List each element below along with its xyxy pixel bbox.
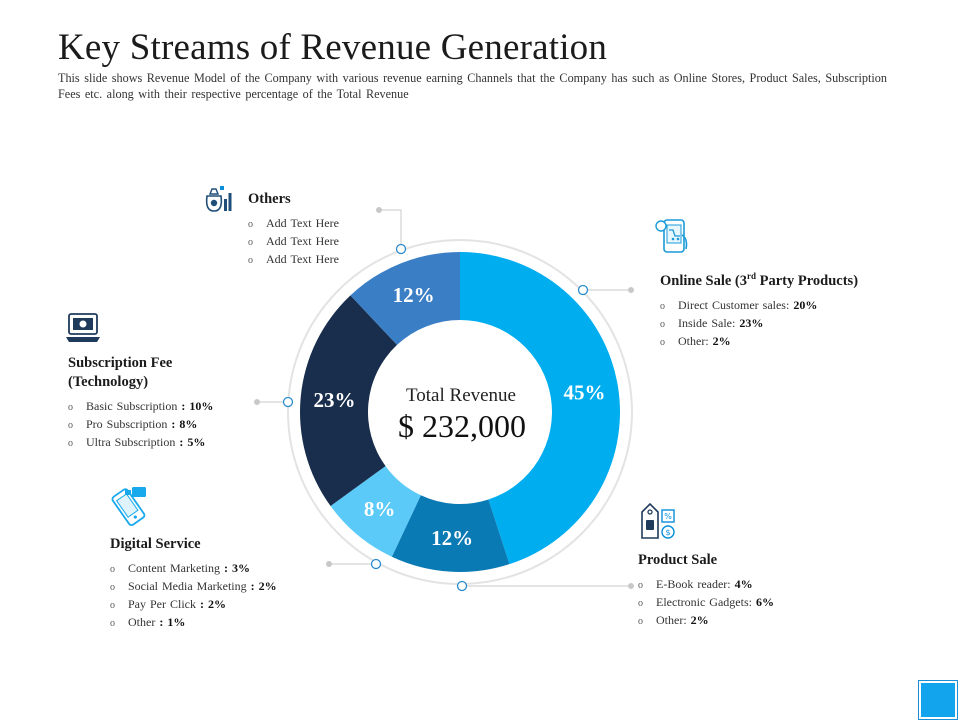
ring-marker-digital [370,558,382,570]
product-sale-list: o E-Book reader: 4% o Electronic Gadgets: … [638,576,774,630]
price-tag-icon: % $ [641,502,675,539]
product-sale-block: Product Sale o E-Book reader: 4% o Electro… [638,551,774,630]
online-sale-heading: Online Sale (3rd Party Products) [660,271,859,289]
digital-device-icon [111,487,146,526]
digital-service-list: o Content Marketing : 3% o Social Media Ma… [110,560,277,632]
list-item: o Other : 1% [110,615,186,629]
list-item: o Basic Subscription : 10% [68,399,214,413]
online-sale-list: o Direct Customer sales: 20% o Inside Sale… [660,297,858,351]
donut-slice-label-4: 23% [314,388,356,412]
digital-service-block: Digital Service o Content Marketing : 3% … [110,535,277,632]
donut-slice-1 [460,252,621,565]
list-item: o Other: 2% [660,333,731,348]
ring-marker-product [456,580,468,592]
connector-end-digital [326,561,332,567]
svg-text:$: $ [665,528,670,537]
center-label: Total Revenue [406,385,516,406]
page-title: Key Streams of Revenue Generation [58,27,608,68]
connector-end-subscription [254,399,260,405]
list-item: o Electronic Gadgets: 6% [638,595,774,609]
page-subtitle: This slide shows Revenue Model of the Co… [58,71,887,101]
subscription-heading: Subscription Fee (Technology) [68,355,173,390]
svg-text:%: % [664,512,672,521]
others-list: o Add Text Here o Add Text Here o Add Text … [248,215,339,269]
donut-slice-label-5: 12% [393,283,435,307]
connector-end-online [628,287,634,293]
list-item: o Content Marketing : 3% [110,561,250,575]
list-item: o Social Media Marketing : 2% [110,579,277,593]
list-item: o Pro Subscription : 8% [68,417,198,431]
subscription-list: o Basic Subscription : 10% o Pro Subscript… [68,398,243,452]
donut-slice-3 [330,466,421,557]
subscription-block: Subscription Fee (Technology) o Basic Sub… [68,354,243,452]
connector-others [379,209,402,249]
online-sale-block: Online Sale (3rd Party Products) o Direct… [660,267,858,351]
list-item: o E-Book reader: 4% [638,577,753,591]
donut-slice-5 [350,252,460,345]
others-heading: Others [248,191,291,207]
donut-slice-label-2: 12% [431,526,473,550]
connector-end-others [376,207,382,213]
donut-slice-label-3: 8% [364,497,396,521]
mobile-shopping-icon [655,219,688,253]
list-item: o Add Text Here [248,234,339,248]
donut-slice-2 [391,495,510,573]
list-item: o Inside Sale: 23% [660,315,764,330]
list-item: o Direct Customer sales: 20% [660,297,818,312]
donut-slice-label-1: 45% [563,380,605,404]
digital-service-heading: Digital Service [110,536,201,552]
list-item: o Pay Per Click : 2% [110,597,226,611]
donut-slice-4 [300,295,398,507]
list-item: o Add Text Here [248,252,339,266]
money-bag-chart-icon [205,186,232,212]
others-block: Others o Add Text Here o Add Text Here o Ad… [248,190,339,269]
ring-marker-others [395,243,407,255]
connector-end-product [628,583,634,589]
list-item: o Ultra Subscription : 5% [68,435,206,449]
laptop-subscription-icon [66,313,100,342]
list-item: o Add Text Here [248,216,339,230]
ring-marker-online [577,284,589,296]
ring-marker-subscription [282,396,294,408]
product-sale-heading: Product Sale [638,552,718,568]
list-item: o Other: 2% [638,613,709,627]
corner-accent-square [918,680,958,720]
center-value: $ 232,000 [398,408,526,444]
